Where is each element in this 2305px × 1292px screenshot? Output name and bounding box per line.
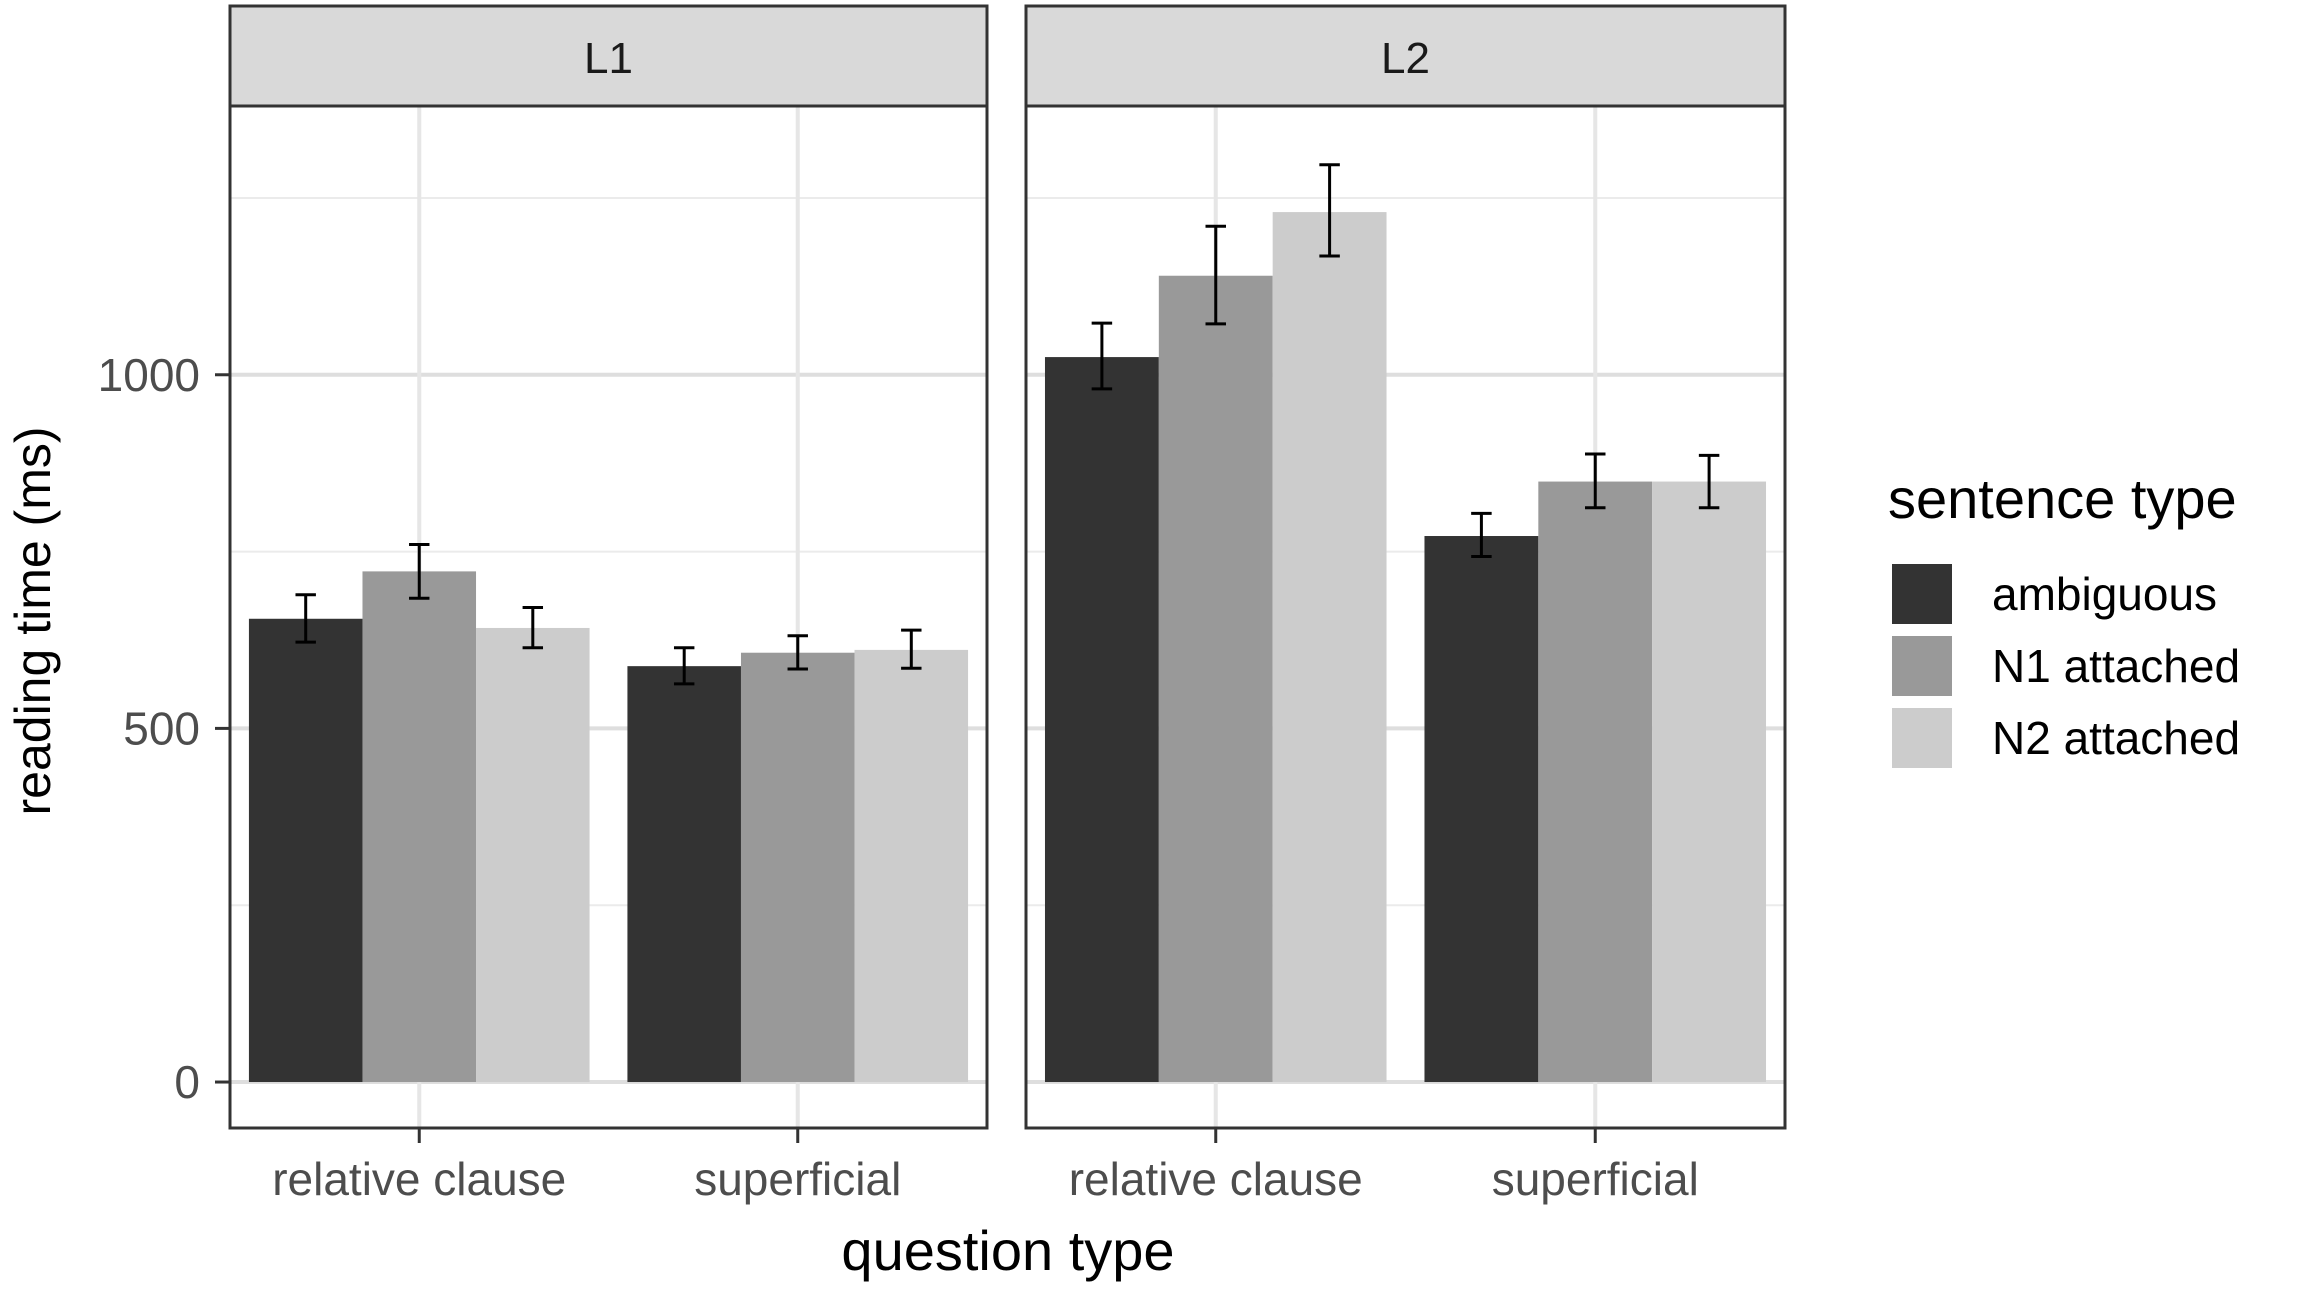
bar-l2-superficial-ambiguous bbox=[1424, 536, 1539, 1083]
legend-swatch bbox=[1892, 564, 1952, 624]
facet-strip-label: L2 bbox=[1381, 34, 1430, 83]
error-bar-l1-superficial-n2-attached bbox=[901, 628, 922, 670]
legend-item-n2-attached: N2 attached bbox=[1892, 708, 2240, 768]
legend-label: N2 attached bbox=[1992, 712, 2240, 764]
y-axis: 0 500 1000 bbox=[98, 349, 230, 1108]
facet-strip bbox=[228, 4, 989, 108]
error-bar-l1-relative-clause-n2-attached bbox=[522, 605, 544, 650]
bar-l2-relative-clause-ambiguous bbox=[1044, 357, 1159, 1083]
panel-l1: relative clause superficial L1 bbox=[228, 4, 989, 1205]
x-tick-label: relative clause bbox=[1069, 1153, 1363, 1205]
y-axis-title: reading time (ms) bbox=[5, 427, 61, 816]
bar-l1-relative-clause-n1-attached bbox=[362, 571, 477, 1083]
bar-l1-relative-clause-ambiguous bbox=[248, 618, 363, 1083]
error-bar-l1-superficial-ambiguous bbox=[673, 646, 695, 686]
bar-l1-superficial-n2-attached bbox=[854, 649, 969, 1083]
bar-l2-relative-clause-n1-attached bbox=[1158, 275, 1273, 1083]
error-bar-l2-relative-clause-n1-attached bbox=[1205, 224, 1226, 326]
x-tick-label: superficial bbox=[694, 1153, 901, 1205]
x-tick-label: relative clause bbox=[272, 1153, 566, 1205]
bar-l2-superficial-n2-attached bbox=[1652, 481, 1767, 1083]
bar-l2-superficial-n1-attached bbox=[1538, 481, 1653, 1083]
legend-swatch bbox=[1892, 708, 1952, 768]
error-bar-l2-superficial-n2-attached bbox=[1698, 453, 1720, 510]
panel-l2: relative clause superficial L2 bbox=[1024, 4, 1787, 1205]
x-axis-title: question type bbox=[841, 1219, 1174, 1282]
error-bar-l2-superficial-ambiguous bbox=[1471, 511, 1492, 559]
legend-title: sentence type bbox=[1888, 467, 2237, 530]
legend-item-ambiguous: ambiguous bbox=[1892, 564, 2217, 624]
y-tick-label: 0 bbox=[174, 1056, 200, 1108]
legend-label: N1 attached bbox=[1992, 640, 2240, 692]
error-bar-l1-relative-clause-n1-attached bbox=[409, 543, 430, 600]
facet-strip bbox=[1024, 4, 1787, 108]
facet-strip-label: L1 bbox=[584, 34, 633, 83]
error-bar-l2-relative-clause-ambiguous bbox=[1091, 321, 1113, 391]
x-tick-label: superficial bbox=[1492, 1153, 1699, 1205]
legend: sentence type ambiguous N1 attached N2 atta… bbox=[1888, 467, 2240, 768]
y-tick-label: 1000 bbox=[98, 349, 200, 401]
bar-l1-relative-clause-n2-attached bbox=[476, 627, 590, 1083]
error-bar-l1-superficial-n1-attached bbox=[787, 634, 808, 671]
bar-l1-superficial-n1-attached bbox=[740, 652, 855, 1083]
legend-item-n1-attached: N1 attached bbox=[1892, 636, 2240, 696]
error-bar-l1-relative-clause-ambiguous bbox=[295, 593, 316, 644]
y-tick-label: 500 bbox=[123, 702, 200, 754]
bar-l1-superficial-ambiguous bbox=[627, 666, 741, 1083]
error-bar-l2-superficial-n1-attached bbox=[1585, 452, 1606, 510]
legend-swatch bbox=[1892, 636, 1952, 696]
legend-label: ambiguous bbox=[1992, 568, 2217, 620]
error-bar-l2-relative-clause-n2-attached bbox=[1319, 163, 1340, 258]
bar-l2-relative-clause-n2-attached bbox=[1272, 212, 1387, 1083]
